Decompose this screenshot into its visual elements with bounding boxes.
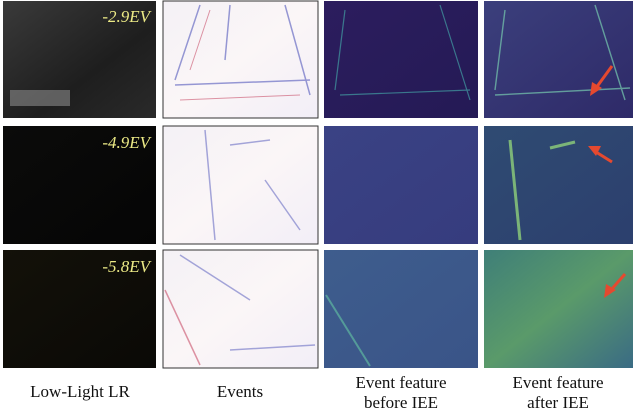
column-caption: Event feature (512, 373, 603, 392)
feature-before (324, 1, 478, 118)
feature-before (324, 250, 478, 368)
events-image (163, 250, 318, 368)
column-caption: Low-Light LR (30, 382, 130, 401)
plate (10, 90, 70, 106)
column-caption: Events (217, 382, 263, 401)
exposure-label: -5.8EV (102, 257, 152, 276)
exposure-label: -4.9EV (102, 133, 152, 152)
feature-before (324, 126, 478, 244)
figure: -2.9EV -4.9EV -5.8EV Low-Light LR Events… (0, 0, 634, 416)
column-caption: after IEE (527, 393, 589, 412)
feature-after (484, 1, 633, 118)
feature-after (484, 250, 633, 368)
feature-after (484, 126, 633, 244)
exposure-label: -2.9EV (102, 7, 152, 26)
column-caption: before IEE (364, 393, 438, 412)
column-caption: Event feature (355, 373, 446, 392)
events-image (163, 1, 318, 118)
